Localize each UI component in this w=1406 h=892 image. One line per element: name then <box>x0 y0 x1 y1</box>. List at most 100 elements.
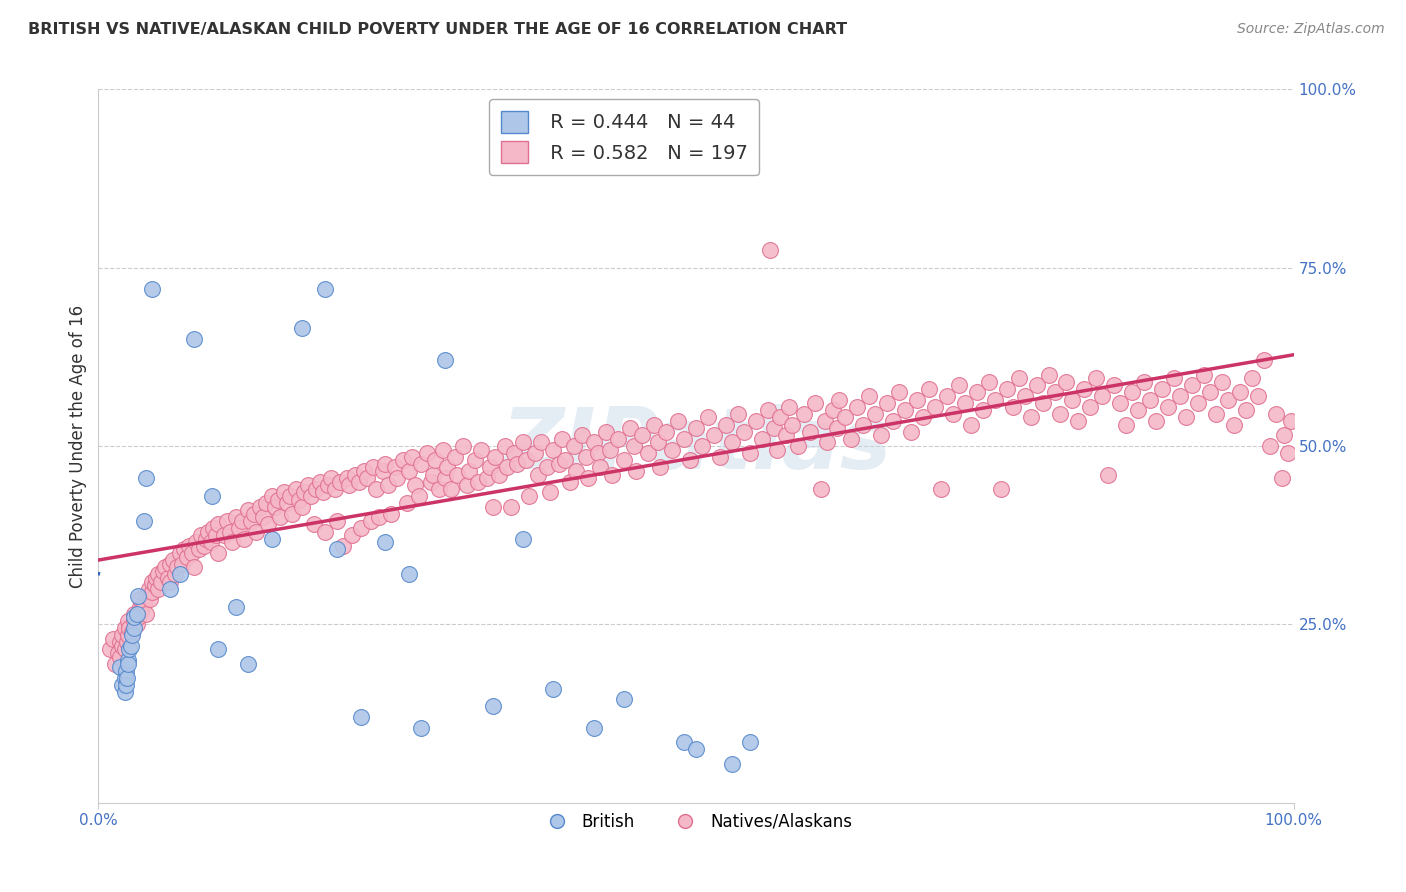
Point <box>894 403 917 417</box>
Point <box>571 428 593 442</box>
Point <box>661 442 683 457</box>
Point <box>643 417 665 432</box>
Point <box>1067 414 1090 428</box>
Point <box>183 560 205 574</box>
Point <box>709 450 731 464</box>
Point <box>260 489 283 503</box>
Point <box>368 510 391 524</box>
Point <box>207 546 229 560</box>
Point <box>479 460 502 475</box>
Point <box>371 464 394 478</box>
Point <box>187 542 209 557</box>
Point <box>131 603 153 617</box>
Point <box>443 450 465 464</box>
Point <box>155 560 177 574</box>
Point <box>613 453 636 467</box>
Point <box>1133 375 1156 389</box>
Point <box>1001 400 1024 414</box>
Point <box>1205 407 1227 421</box>
Point <box>204 528 226 542</box>
Point <box>900 425 922 439</box>
Point <box>288 492 311 507</box>
Point <box>207 517 229 532</box>
Point <box>685 742 707 756</box>
Point <box>1211 375 1233 389</box>
Point <box>1240 371 1263 385</box>
Point <box>858 389 880 403</box>
Point <box>118 621 141 635</box>
Point <box>120 639 142 653</box>
Point <box>141 282 163 296</box>
Point <box>179 539 201 553</box>
Point <box>141 585 163 599</box>
Point <box>176 549 198 564</box>
Point <box>1253 353 1275 368</box>
Point <box>1229 385 1251 400</box>
Point <box>111 678 134 692</box>
Point <box>515 453 537 467</box>
Point <box>889 385 911 400</box>
Point <box>666 414 689 428</box>
Point <box>260 532 283 546</box>
Point <box>114 671 136 685</box>
Point <box>350 710 373 724</box>
Point <box>392 453 415 467</box>
Point <box>411 457 433 471</box>
Point <box>302 517 325 532</box>
Point <box>655 425 678 439</box>
Point <box>1216 392 1239 407</box>
Point <box>108 660 131 674</box>
Point <box>586 446 609 460</box>
Point <box>685 421 707 435</box>
Point <box>149 574 172 589</box>
Point <box>339 478 361 492</box>
Point <box>117 653 139 667</box>
Point <box>697 410 720 425</box>
Point <box>316 478 339 492</box>
Point <box>225 599 247 614</box>
Point <box>942 407 965 421</box>
Point <box>408 489 430 503</box>
Point <box>129 599 152 614</box>
Point <box>240 514 263 528</box>
Point <box>148 567 170 582</box>
Point <box>434 471 457 485</box>
Point <box>326 514 349 528</box>
Point <box>111 628 134 642</box>
Point <box>825 421 848 435</box>
Point <box>456 478 478 492</box>
Point <box>228 521 250 535</box>
Point <box>190 528 212 542</box>
Text: Source: ZipAtlas.com: Source: ZipAtlas.com <box>1237 22 1385 37</box>
Point <box>404 478 426 492</box>
Point <box>377 478 399 492</box>
Point <box>1038 368 1060 382</box>
Point <box>197 524 219 539</box>
Point <box>329 475 352 489</box>
Point <box>464 453 486 467</box>
Point <box>411 721 433 735</box>
Point <box>905 392 928 407</box>
Point <box>484 450 506 464</box>
Point <box>751 432 773 446</box>
Point <box>124 614 146 628</box>
Point <box>156 571 179 585</box>
Point <box>291 321 314 335</box>
Point <box>315 282 337 296</box>
Point <box>551 432 574 446</box>
Point <box>132 596 155 610</box>
Point <box>599 442 621 457</box>
Point <box>1175 410 1198 425</box>
Point <box>162 553 184 567</box>
Point <box>673 735 696 749</box>
Point <box>882 414 904 428</box>
Point <box>727 407 749 421</box>
Point <box>217 514 239 528</box>
Y-axis label: Child Poverty Under the Age of 16: Child Poverty Under the Age of 16 <box>69 304 87 588</box>
Point <box>138 582 160 596</box>
Point <box>135 589 157 603</box>
Point <box>419 475 441 489</box>
Point <box>225 510 247 524</box>
Point <box>115 664 138 678</box>
Point <box>506 457 529 471</box>
